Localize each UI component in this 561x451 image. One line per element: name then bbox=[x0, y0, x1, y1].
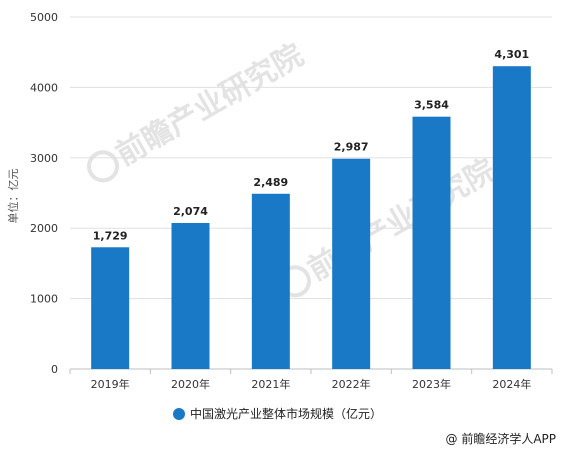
x-tick-label: 2021年 bbox=[251, 377, 290, 391]
bar bbox=[332, 158, 371, 369]
bar bbox=[91, 247, 130, 369]
x-tick-label: 2023年 bbox=[412, 377, 451, 391]
bar-value-label: 2,489 bbox=[253, 176, 288, 189]
bar bbox=[251, 193, 290, 369]
bar-value-label: 3,584 bbox=[414, 99, 449, 112]
bar bbox=[492, 66, 531, 370]
x-tick-label: 2022年 bbox=[332, 377, 371, 391]
y-tick-label: 1000 bbox=[30, 293, 58, 306]
x-tick-label: 2024年 bbox=[492, 377, 531, 391]
y-axis: 0 1000 2000 3000 4000 5000 bbox=[30, 11, 58, 376]
source-text: @ 前瞻经济学人APP bbox=[446, 431, 557, 446]
legend-label: 中国激光产业整体市场规模（亿元） bbox=[190, 406, 382, 421]
y-axis-label: 单位：亿元 bbox=[6, 169, 20, 224]
bar-value-label: 4,301 bbox=[494, 48, 529, 61]
x-axis: 2019年 2020年 2021年 2022年 2023年 2024年 bbox=[69, 369, 553, 391]
y-tick-label: 4000 bbox=[30, 81, 58, 94]
x-tick-label: 2020年 bbox=[171, 377, 210, 391]
legend: 中国激光产业整体市场规模（亿元） bbox=[173, 406, 382, 421]
gridlines bbox=[70, 16, 552, 300]
legend-marker bbox=[173, 408, 185, 420]
bar-value-label: 1,729 bbox=[93, 229, 128, 242]
y-tick-label: 3000 bbox=[30, 152, 58, 165]
bar bbox=[412, 116, 451, 369]
bar-value-label: 2,074 bbox=[173, 205, 208, 218]
bar-value-label: 2,987 bbox=[334, 141, 369, 154]
y-tick-label: 5000 bbox=[30, 11, 58, 24]
bar-series: 1,729 2,074 2,489 2,987 3,584 4,301 bbox=[91, 48, 531, 370]
y-tick-label: 0 bbox=[51, 363, 58, 376]
x-tick-label: 2019年 bbox=[91, 377, 130, 391]
watermark-1: 前瞻产业研究院 bbox=[87, 38, 309, 183]
watermark-text: 前瞻产业研究院 bbox=[302, 153, 501, 288]
qianzhan-logo-icon bbox=[87, 150, 119, 183]
watermark-text: 前瞻产业研究院 bbox=[110, 38, 309, 173]
bar bbox=[171, 222, 210, 369]
y-tick-label: 2000 bbox=[30, 222, 58, 235]
